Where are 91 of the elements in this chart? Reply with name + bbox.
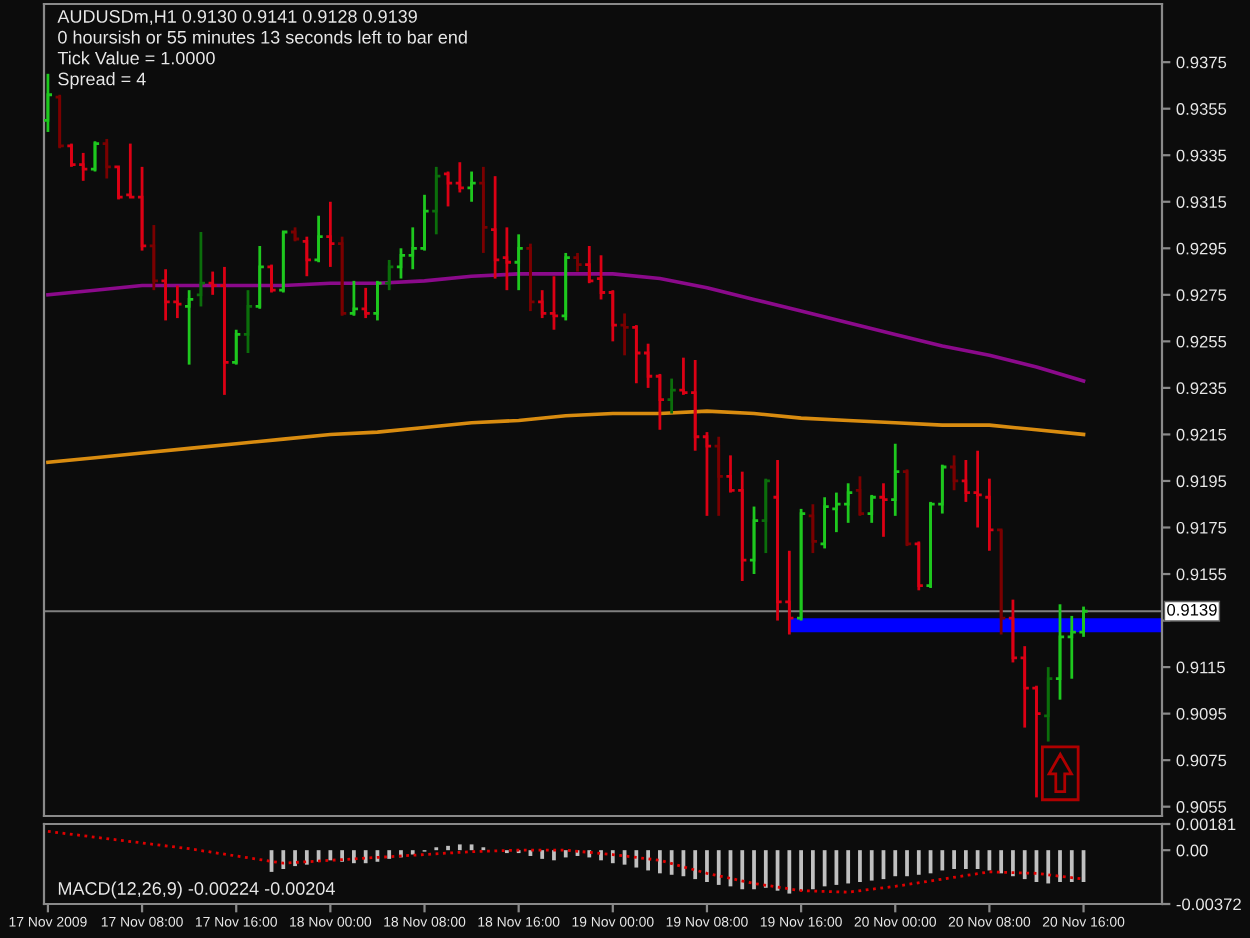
y-tick-label: 0.9255 xyxy=(1176,335,1227,348)
candlestick xyxy=(536,288,548,320)
y-tick-label: 0.9355 xyxy=(1176,103,1227,115)
candlestick xyxy=(666,377,678,415)
candlestick xyxy=(595,253,607,301)
candlestick xyxy=(713,435,725,518)
y-tick-label: 0.9275 xyxy=(1176,289,1227,302)
candlestick xyxy=(195,230,207,308)
candlestick xyxy=(348,279,360,318)
candlestick xyxy=(583,244,595,285)
candlestick xyxy=(466,170,478,204)
candlestick xyxy=(442,170,454,208)
candlestick xyxy=(607,288,619,343)
annotation: Tick Value = 1.0000 xyxy=(57,51,215,65)
y-tick-label: 0.9175 xyxy=(1176,521,1227,534)
candlestick xyxy=(972,449,984,529)
candlestick xyxy=(901,467,913,548)
candlestick xyxy=(360,286,372,320)
candlestick xyxy=(1007,598,1019,664)
candlestick xyxy=(477,165,489,255)
candlestick xyxy=(148,223,160,292)
y-tick-label: 0.9335 xyxy=(1176,149,1227,162)
annotation: 0 hoursish or 55 minutes 13 seconds left to bar end xyxy=(58,30,467,44)
candlestick xyxy=(960,458,972,504)
candlestick xyxy=(277,230,289,294)
candlestick xyxy=(630,323,642,385)
candlestick xyxy=(866,493,878,525)
candlestick xyxy=(877,481,889,539)
candlestick xyxy=(948,453,960,492)
candlestick xyxy=(254,244,266,311)
candlestick xyxy=(183,288,195,367)
candlestick xyxy=(44,72,54,134)
candlestick xyxy=(313,214,325,264)
candlestick xyxy=(454,160,466,194)
chart-title: AUDUSDm,H1 0.9130 0.9141 0.9128 0.9139 xyxy=(57,10,417,25)
line-series xyxy=(46,272,1086,383)
y-tick-label: 0.9055 xyxy=(1176,801,1227,813)
candlestick xyxy=(336,235,348,318)
candlestick xyxy=(124,142,136,199)
candlestick xyxy=(136,165,148,253)
y-tick-label: 0.9075 xyxy=(1176,754,1227,767)
annotation: Spread = 4 xyxy=(58,72,146,89)
candlestick xyxy=(795,507,807,622)
candlestick xyxy=(242,288,254,355)
candlestick xyxy=(654,372,666,432)
candlestick xyxy=(913,540,925,592)
candlestick xyxy=(101,137,113,180)
candlestick xyxy=(54,93,66,150)
candlestick xyxy=(501,225,513,292)
candlestick xyxy=(89,139,101,173)
y-tick-label: 0.9375 xyxy=(1176,56,1227,69)
candlestick xyxy=(642,342,654,390)
candlestick xyxy=(1054,602,1066,702)
y-tick-label: -0.00372 xyxy=(1176,898,1241,911)
candlestick xyxy=(748,505,760,576)
y-tick-label: 0.00181 xyxy=(1176,818,1236,831)
y-tick-label: 0.9195 xyxy=(1176,475,1227,488)
y-tick-label: 0.00 xyxy=(1176,844,1208,857)
candlestick xyxy=(854,474,866,518)
candlestick xyxy=(995,528,1007,636)
candlestick xyxy=(571,251,584,273)
text: MACD(12,26,9) -0.00224 -0.00204 xyxy=(58,881,335,899)
candlestick xyxy=(113,165,125,201)
candlestick xyxy=(301,235,313,278)
candlestick xyxy=(383,258,395,292)
candlestick xyxy=(619,312,631,357)
candlestick xyxy=(983,477,995,553)
ref-line-label: 0.9139 xyxy=(1167,603,1217,616)
y-tick-label: 0.9155 xyxy=(1176,568,1227,581)
candlestick xyxy=(807,502,819,555)
candlestick xyxy=(548,274,560,332)
candlestick xyxy=(760,477,772,555)
y-tick-label: 0.9115 xyxy=(1176,661,1225,674)
candlestick xyxy=(524,242,536,313)
y-tick-label: 0.9215 xyxy=(1176,428,1227,441)
y-tick-label: 0.9235 xyxy=(1176,382,1227,395)
candlestick xyxy=(395,246,407,280)
y-tick-label: 0.9315 xyxy=(1176,196,1227,208)
y-tick-label: 0.9295 xyxy=(1176,242,1227,255)
candlestick xyxy=(889,442,901,518)
candlestick xyxy=(266,263,278,294)
candlestick xyxy=(489,174,501,280)
candlestick xyxy=(371,279,383,322)
y-tick-label: 0.9095 xyxy=(1176,708,1227,720)
candlestick xyxy=(513,232,525,292)
candlestick xyxy=(324,200,336,269)
candlestick xyxy=(1042,665,1054,743)
candlestick xyxy=(560,251,572,322)
line-series xyxy=(46,409,1086,465)
candlestick xyxy=(230,328,242,367)
candlestick xyxy=(430,165,442,236)
